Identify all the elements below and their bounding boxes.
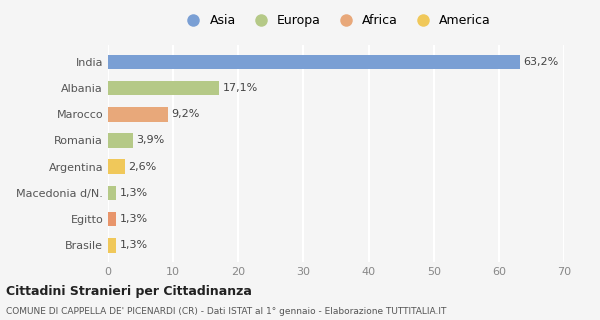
Text: 9,2%: 9,2% [171,109,200,119]
Bar [108,107,168,122]
Legend: Asia, Europa, Africa, America: Asia, Europa, Africa, America [178,12,494,30]
Text: 17,1%: 17,1% [223,83,258,93]
Text: 63,2%: 63,2% [523,57,558,67]
Text: 3,9%: 3,9% [137,135,165,146]
Bar [108,186,116,200]
Bar [108,81,220,95]
Text: COMUNE DI CAPPELLA DE' PICENARDI (CR) - Dati ISTAT al 1° gennaio - Elaborazione : COMUNE DI CAPPELLA DE' PICENARDI (CR) - … [6,307,446,316]
Text: Cittadini Stranieri per Cittadinanza: Cittadini Stranieri per Cittadinanza [6,285,252,298]
Bar [108,238,116,252]
Bar [108,159,125,174]
Text: 2,6%: 2,6% [128,162,157,172]
Text: 1,3%: 1,3% [120,188,148,198]
Bar [108,212,116,226]
Text: 1,3%: 1,3% [120,214,148,224]
Text: 1,3%: 1,3% [120,240,148,250]
Bar [108,55,520,69]
Bar [108,133,133,148]
